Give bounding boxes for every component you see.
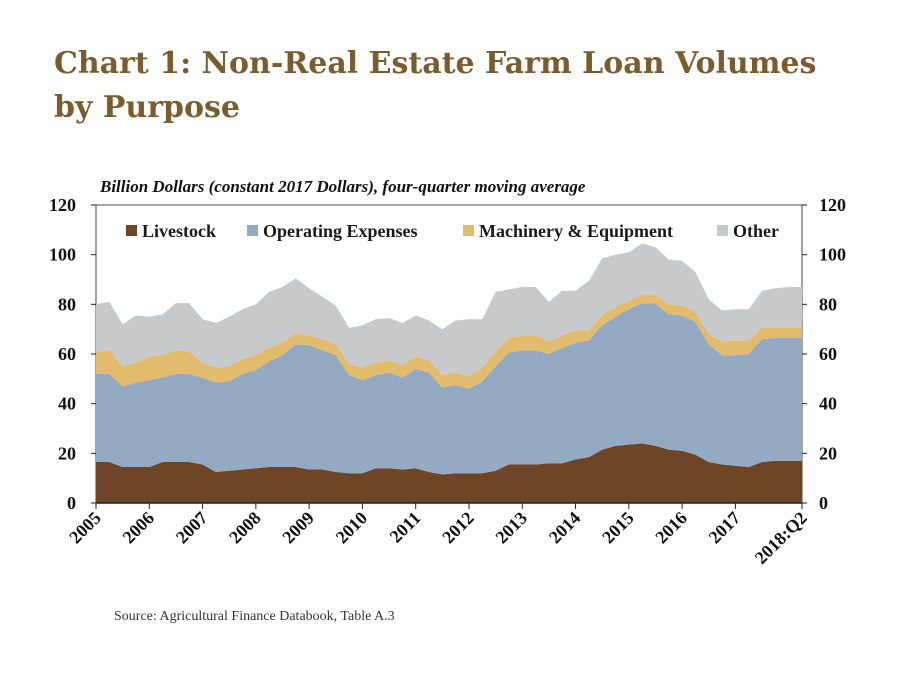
chart-subtitle: Billion Dollars (constant 2017 Dollars),…	[99, 177, 586, 196]
x-tick-label: 2011	[386, 508, 425, 547]
y-tick-label-right: 120	[819, 195, 846, 215]
source-note: Source: Agricultural Finance Databook, T…	[114, 609, 395, 624]
x-tick-label: 2009	[278, 508, 318, 548]
x-tick-label: 2013	[491, 508, 531, 548]
y-tick-label-right: 100	[819, 245, 846, 265]
x-tick-label: 2015	[598, 508, 638, 548]
x-tick-label: 2006	[119, 508, 159, 548]
x-tick-label: 2016	[651, 508, 691, 548]
legend-label: Machinery & Equipment	[479, 221, 673, 241]
x-tick-label: 2010	[332, 508, 372, 548]
y-tick-label-left: 20	[58, 443, 76, 463]
legend-swatch	[717, 225, 728, 236]
x-tick-label: 2007	[172, 508, 212, 548]
y-tick-label-left: 40	[58, 394, 76, 414]
legend-swatch	[247, 225, 258, 236]
y-tick-label-left: 80	[58, 294, 76, 314]
x-tick-label: 2017	[705, 508, 745, 548]
x-tick-label: 2014	[545, 508, 585, 548]
chart-title: Chart 1: Non-Real Estate Farm Loan Volum…	[54, 46, 817, 125]
y-tick-label-left: 100	[49, 245, 76, 265]
axes: 0 0 20 20 40 40 60 60 80 80 100 100 120 120 2005 2006 20…	[49, 195, 846, 568]
y-tick-label-left: 0	[67, 493, 76, 513]
y-tick-label-left: 60	[58, 344, 76, 364]
x-tick-label: 2008	[225, 508, 265, 548]
legend-label: Other	[733, 221, 779, 241]
x-tick-label: 2005	[65, 508, 105, 548]
legend-swatch	[463, 225, 474, 236]
area-livestock	[96, 443, 802, 503]
y-tick-label-right: 80	[819, 294, 837, 314]
y-tick-label-right: 40	[819, 394, 837, 414]
area-other	[96, 243, 802, 377]
y-tick-label-right: 60	[819, 344, 837, 364]
legend-label: Operating Expenses	[263, 221, 418, 241]
legend-label: Livestock	[142, 221, 216, 241]
x-tick-label: 2012	[438, 508, 478, 548]
legend-swatch	[126, 225, 137, 236]
y-tick-label-right: 0	[819, 493, 828, 513]
x-tick-label: 2018:Q2	[751, 508, 811, 568]
area-operating-expenses	[96, 303, 802, 475]
y-tick-label-left: 120	[49, 195, 76, 215]
area-layers	[96, 243, 802, 503]
legend: Livestock Operating Expenses Machinery & E…	[126, 221, 779, 241]
y-tick-label-right: 20	[819, 443, 837, 463]
